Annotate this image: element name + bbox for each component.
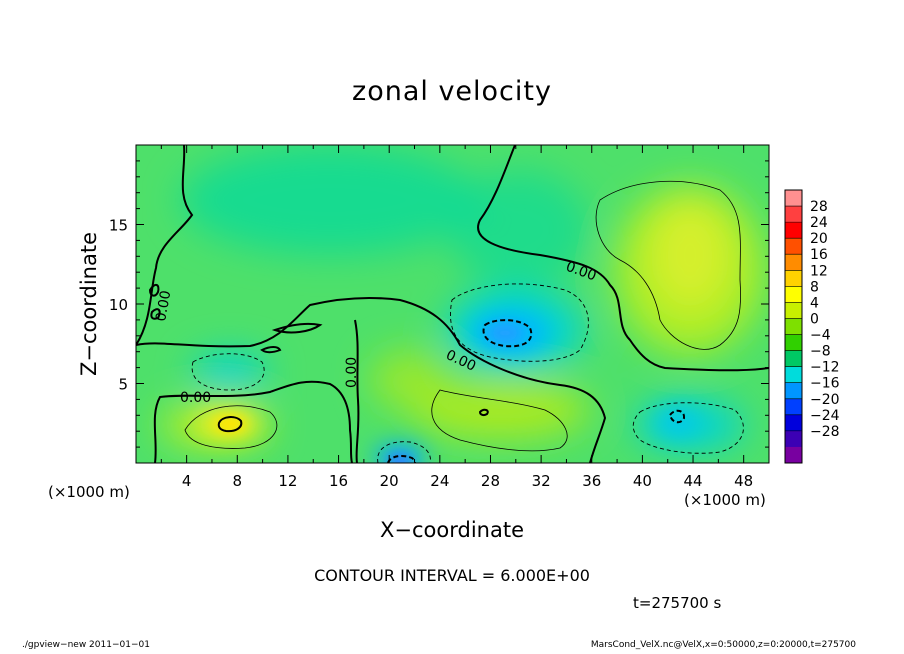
colorbar-segment	[785, 430, 802, 448]
time-label: t=275700 s	[633, 594, 722, 612]
colorbar-segment	[785, 334, 802, 352]
colorbar-tick-label: −4	[810, 328, 831, 344]
colorbar-tick-label: 16	[810, 247, 828, 263]
colorbar-tick-label: 28	[810, 199, 828, 215]
colorbar-tick-label: −20	[810, 392, 840, 408]
zero-contours	[136, 145, 769, 463]
x-tick-label: 32	[532, 472, 551, 490]
colorbar-tick-label: 12	[810, 263, 828, 279]
colorbar-segment	[785, 446, 802, 464]
colorbar-frame	[784, 189, 803, 464]
y-tick-label: 10	[109, 296, 128, 314]
y-axis: 5 10 15	[109, 160, 769, 448]
contour-label: 0.00	[344, 357, 360, 388]
colorbar-tick-label: −28	[810, 424, 840, 440]
y-unit-label: (×1000 m)	[48, 483, 130, 501]
colorbar-tick-label: 24	[810, 215, 828, 231]
negative-contours	[191, 283, 744, 463]
velocity-field	[136, 145, 769, 463]
contour-interval-label: CONTOUR INTERVAL = 6.000E+00	[314, 566, 590, 585]
chart-title: zonal velocity	[352, 76, 552, 107]
colorbar-segment	[785, 414, 802, 432]
colorbar-segment	[785, 254, 802, 271]
contour-label: 0.00	[180, 390, 211, 406]
colorbar-segment	[785, 350, 802, 368]
footer-right: MarsCond_VelX.nc@VelX,x=0:50000,z=0:2000…	[590, 640, 856, 650]
x-tick-label: 20	[380, 472, 399, 490]
x-axis: 4 8 12 16 20 24 28 32 36 40 44 48	[160, 145, 753, 490]
x-tick-label: 44	[683, 472, 702, 490]
colorbar-tick-label: 0	[810, 311, 819, 327]
x-tick-label: 40	[633, 472, 652, 490]
colorbar-tick-label: −12	[810, 360, 840, 376]
colorbar-segment	[785, 206, 802, 223]
x-tick-label: 24	[430, 472, 449, 490]
colorbar-segment	[785, 382, 802, 400]
positive-contours	[184, 180, 741, 452]
x-tick-label: 36	[582, 472, 601, 490]
x-tick-label: 12	[278, 472, 297, 490]
colorbar-tick-label: 20	[810, 231, 828, 247]
colorbar-segment	[785, 190, 802, 207]
x-tick-label: 4	[182, 472, 192, 490]
footer-left: ./gpview−new 2011−01−01	[22, 640, 150, 650]
colorbar-segment	[785, 318, 802, 336]
x-unit-label: (×1000 m)	[684, 491, 766, 509]
x-axis-title: X−coordinate	[380, 518, 524, 542]
contour-label: 0.00	[153, 289, 174, 322]
colorbar-segment	[785, 366, 802, 384]
colorbar-segment	[785, 238, 802, 255]
y-tick-label: 15	[109, 217, 128, 235]
colorbar-tick-label: −8	[810, 344, 831, 360]
x-tick-label: 8	[233, 472, 243, 490]
strong-positive-contours	[217, 408, 489, 433]
colorbar-segment	[785, 222, 802, 239]
colorbar-segment	[785, 270, 802, 287]
colorbar-segment	[785, 286, 802, 303]
colorbar-segment	[785, 398, 802, 416]
colorbar-tick-label: 4	[810, 295, 819, 311]
colorbar-tick-label: 8	[810, 279, 819, 295]
x-tick-label: 48	[734, 472, 753, 490]
x-tick-label: 28	[481, 472, 500, 490]
colorbar-tick-label: −24	[810, 408, 840, 424]
colorbar-segment	[785, 302, 802, 319]
y-tick-label: 5	[118, 376, 128, 394]
colorbar-tick-label: −16	[810, 376, 840, 392]
x-tick-label: 16	[329, 472, 348, 490]
y-axis-title: Z−coordinate	[77, 232, 101, 376]
